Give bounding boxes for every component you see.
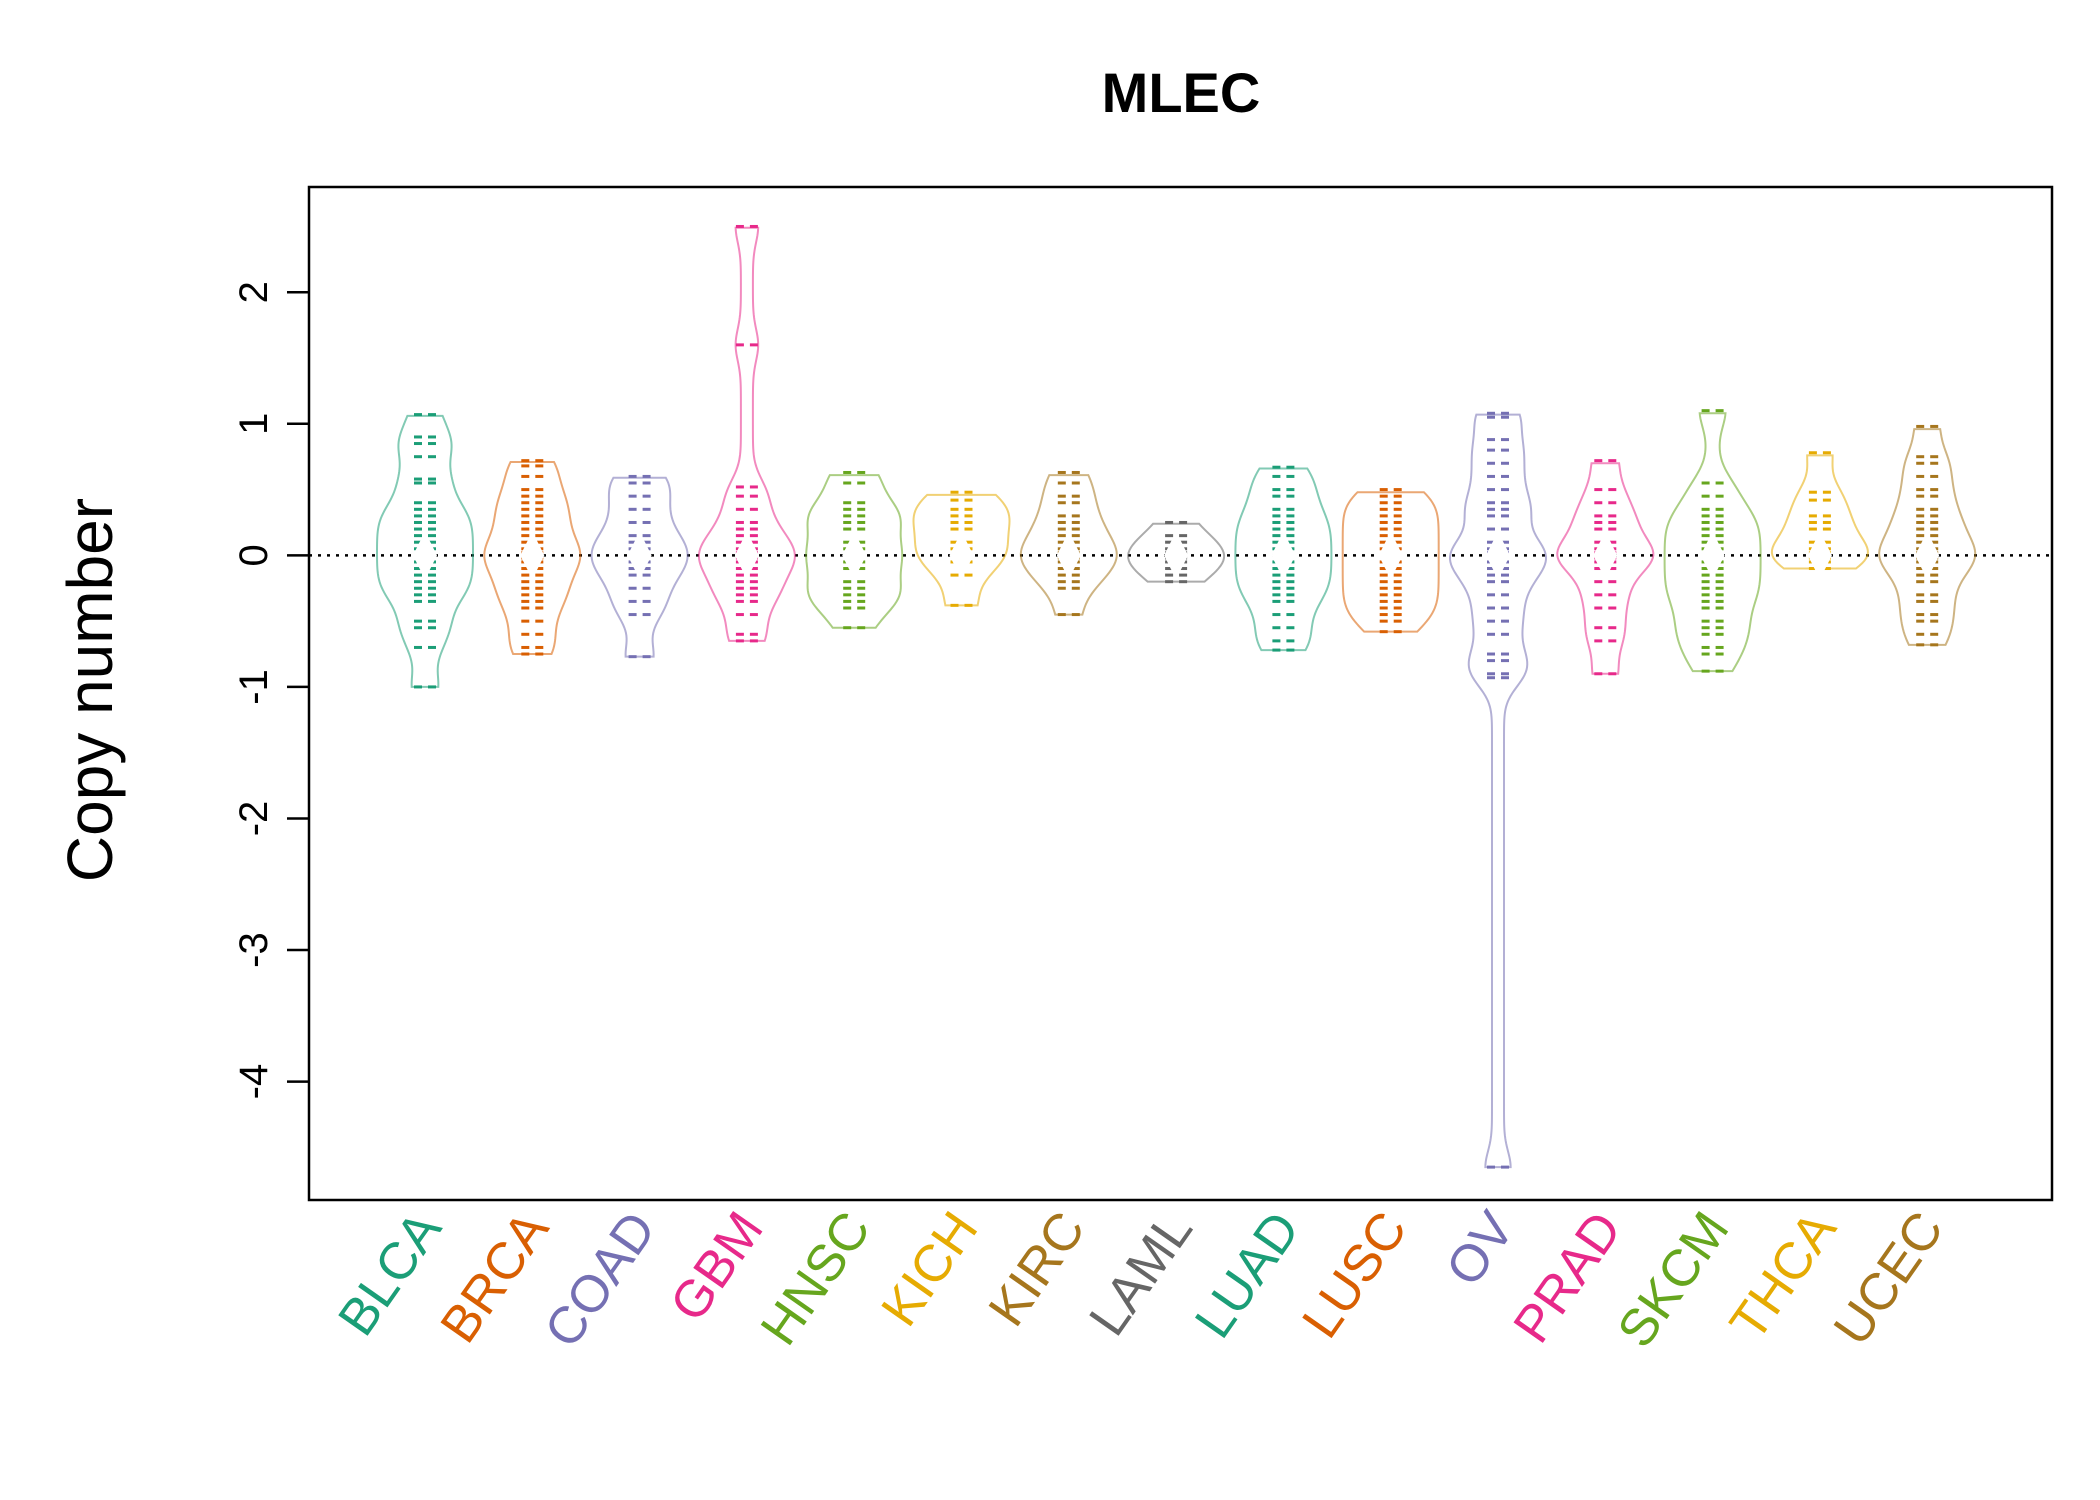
bean-median	[1486, 531, 1510, 580]
bean-outline	[1234, 467, 1333, 652]
bean-median	[1593, 531, 1618, 580]
plot-frame	[307, 185, 2054, 1202]
bean-median	[413, 531, 437, 580]
bean-median	[1164, 531, 1189, 580]
x-tick-label-kirc: KIRC	[978, 1202, 1097, 1337]
x-tick-label-skcm: SKCM	[1607, 1202, 1741, 1358]
bean-lusc	[1341, 488, 1440, 634]
bean-median	[842, 531, 867, 580]
bean-hnsc	[805, 470, 904, 630]
bean-median	[1378, 531, 1403, 580]
bean-median	[1807, 531, 1832, 580]
y-tick-label: 2	[232, 281, 276, 303]
bean-kirc	[1019, 470, 1118, 617]
x-tick-label-coad: COAD	[534, 1202, 668, 1358]
bean-outline	[1878, 428, 1977, 646]
y-tick-label: 0	[232, 544, 276, 566]
bean-ucec	[1878, 424, 1977, 647]
bean-outline	[1127, 522, 1226, 583]
bean-median	[1271, 531, 1296, 580]
x-tick-label-blca: BLCA	[327, 1201, 453, 1346]
y-axis: -4 -3 -2 -1 0 1 2	[232, 281, 309, 1099]
beans-layer	[375, 224, 1977, 1169]
bean-outline	[1556, 462, 1655, 675]
bean-coad	[590, 474, 689, 659]
bean-skcm	[1663, 409, 1762, 673]
x-tick-label-thca: THCA	[1719, 1201, 1848, 1350]
y-axis-label: Copy number	[54, 498, 126, 882]
bean-prad	[1556, 459, 1655, 676]
bean-median	[627, 531, 652, 580]
x-tick-label-ucec: UCEC	[1823, 1202, 1955, 1356]
x-tick-label-laml: LAML	[1079, 1202, 1204, 1347]
bean-luad	[1234, 465, 1333, 652]
bean-median	[1056, 531, 1081, 580]
x-tick-label-hnsc: HNSC	[750, 1202, 882, 1356]
bean-ov	[1448, 411, 1548, 1169]
bean-outline	[912, 493, 1011, 607]
x-tick-label-kich: KICH	[871, 1202, 990, 1337]
bean-laml	[1127, 520, 1226, 584]
bean-median	[1700, 531, 1725, 580]
bean-outline	[1019, 474, 1118, 616]
bean-outline	[1663, 412, 1762, 673]
bean-blca	[375, 413, 475, 689]
bean-gbm	[697, 224, 796, 643]
bean-outline	[375, 414, 475, 688]
bean-outline	[590, 476, 689, 658]
bean-median	[734, 531, 759, 580]
y-tick-label: 1	[232, 413, 276, 435]
x-tick-label-lusc: LUSC	[1291, 1202, 1418, 1349]
bean-outline	[1448, 413, 1548, 1169]
bean-outline	[805, 474, 904, 629]
x-tick-label-ov: OV	[1435, 1201, 1526, 1296]
bean-kich	[912, 490, 1011, 607]
chart-title: MLEC	[1102, 61, 1261, 124]
y-tick-label: -2	[232, 801, 276, 837]
x-tick-label-luad: LUAD	[1184, 1202, 1311, 1349]
bean-outline	[1770, 454, 1869, 570]
bean-brca	[483, 459, 582, 656]
y-tick-label: -3	[232, 932, 276, 968]
bean-thca	[1770, 451, 1869, 580]
bean-outline	[483, 460, 582, 656]
y-tick-label: -4	[232, 1064, 276, 1100]
bean-median	[1915, 531, 1940, 580]
y-tick-label: -1	[232, 669, 276, 705]
bean-median	[949, 531, 974, 580]
bean-median	[520, 531, 545, 580]
bean-outline	[697, 226, 796, 642]
bean-outline	[1341, 491, 1440, 633]
